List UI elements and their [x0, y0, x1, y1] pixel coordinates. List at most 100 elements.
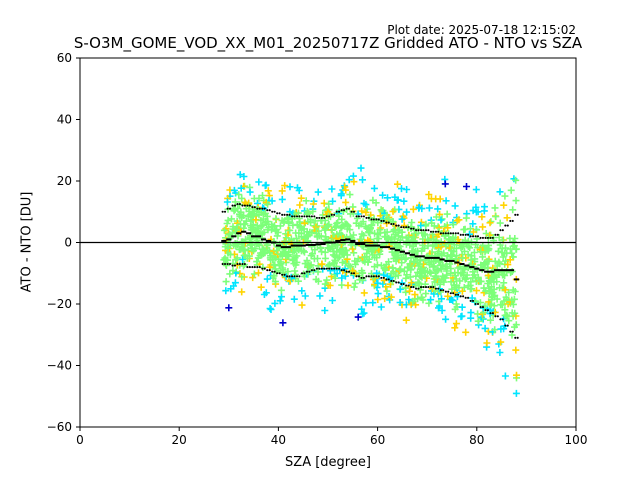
scatter-point — [512, 197, 520, 205]
sigma-marker — [273, 270, 276, 273]
sigma-marker — [372, 275, 375, 278]
y-tick-label: −20 — [47, 297, 72, 311]
scatter-point — [234, 205, 242, 212]
scatter-point — [403, 186, 411, 193]
sigma-marker — [343, 269, 346, 272]
sigma-marker — [390, 279, 393, 282]
sigma-marker — [395, 224, 398, 227]
sigma-marker — [462, 233, 465, 236]
sigma-marker — [315, 216, 318, 219]
scatter-point — [220, 226, 228, 234]
scatter-point — [285, 219, 293, 227]
sigma-marker — [350, 210, 353, 213]
sigma-marker — [238, 203, 241, 206]
scatter-point — [345, 176, 353, 184]
scatter-point — [458, 312, 466, 320]
scatter-point — [351, 279, 359, 287]
scatter-point — [394, 180, 401, 188]
scatter-point — [506, 245, 514, 253]
scatter-point — [250, 195, 258, 202]
scatter-points — [220, 164, 520, 397]
scatter-point — [447, 265, 455, 273]
sigma-marker — [263, 267, 266, 270]
scatter-point — [414, 295, 422, 303]
sigma-marker — [471, 235, 475, 238]
scatter-point — [398, 215, 406, 223]
scatter-point — [488, 283, 495, 291]
scatter-point — [469, 207, 477, 215]
scatter-point — [403, 208, 411, 216]
scatter-point — [487, 316, 494, 324]
sigma-marker — [276, 272, 279, 275]
scatter-point — [501, 272, 509, 279]
sigma-marker — [457, 232, 460, 235]
scatter-point — [370, 184, 378, 192]
sigma-marker — [293, 215, 296, 218]
scatter-point — [500, 201, 508, 209]
x-tick-label: 20 — [172, 433, 187, 447]
sigma-marker — [509, 330, 512, 333]
scatter-point — [459, 254, 467, 262]
sigma-marker — [439, 289, 442, 292]
mean-marker — [290, 244, 296, 247]
scatter-point — [429, 282, 436, 290]
mean-marker — [246, 232, 252, 235]
sigma-marker — [424, 229, 428, 232]
sigma-marker — [228, 207, 232, 210]
mean-marker — [355, 243, 361, 246]
scatter-point — [237, 184, 245, 192]
mean-marker — [255, 235, 262, 238]
sigma-marker — [467, 233, 470, 236]
sigma-marker — [397, 224, 400, 227]
scatter-point — [278, 293, 285, 301]
scatter-point — [398, 185, 405, 193]
mean-marker — [251, 235, 257, 238]
scatter-point — [438, 307, 446, 314]
scatter-point — [402, 316, 410, 324]
sigma-marker — [360, 215, 363, 218]
scatter-point — [430, 222, 438, 230]
sigma-marker — [516, 336, 519, 339]
scatter-point — [321, 226, 329, 234]
sigma-marker — [459, 295, 462, 298]
scatter-point — [303, 257, 311, 265]
mean-marker — [474, 267, 480, 270]
scatter-point — [257, 283, 265, 291]
scatter-point — [508, 249, 516, 257]
scatter-point — [276, 297, 284, 305]
scatter-point — [405, 296, 413, 304]
sigma-marker — [387, 221, 390, 224]
scatter-point — [363, 249, 371, 257]
sigma-marker — [318, 267, 321, 270]
scatter-point — [271, 299, 279, 307]
scatter-point — [229, 267, 237, 275]
sigma-marker — [300, 215, 304, 218]
sigma-marker — [496, 315, 499, 318]
sigma-marker — [484, 309, 487, 312]
scatter-point — [350, 178, 358, 186]
scatter-point — [360, 289, 368, 297]
x-tick-label: 100 — [565, 433, 588, 447]
scatter-point — [502, 293, 510, 301]
scatter-point — [377, 303, 385, 311]
sigma-marker — [385, 278, 388, 281]
mean-marker — [424, 256, 430, 259]
sigma-marker — [286, 275, 289, 278]
scatter-point — [479, 253, 486, 261]
sigma-marker — [221, 262, 224, 266]
scatter-point — [321, 280, 329, 288]
scatter-point — [462, 214, 470, 222]
sigma-marker — [377, 218, 380, 221]
scatter-point — [480, 207, 488, 215]
sigma-marker — [415, 229, 418, 232]
mean-marker — [360, 243, 366, 246]
sigma-marker — [335, 267, 338, 270]
scatter-point — [363, 205, 371, 213]
scatter-point — [337, 192, 345, 200]
sigma-marker — [504, 224, 507, 227]
scatter-point — [496, 219, 504, 227]
scatter-point — [496, 284, 504, 292]
scatter-point — [305, 261, 313, 269]
mean-marker — [265, 239, 272, 242]
scatter-point — [400, 267, 408, 275]
